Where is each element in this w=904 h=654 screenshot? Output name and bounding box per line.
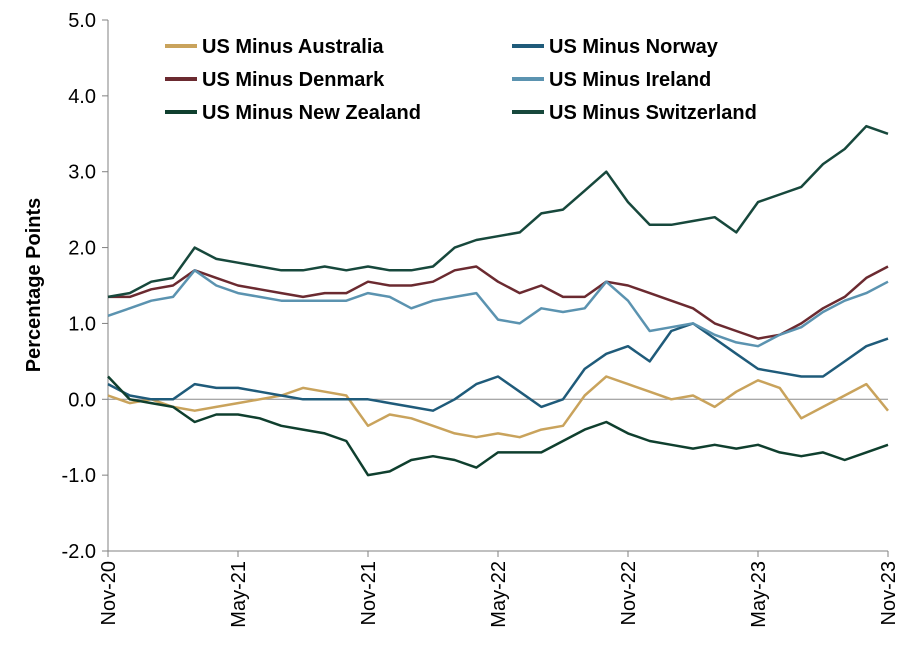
series-line-1 (107, 322, 889, 412)
legend-label: US Minus Ireland (549, 69, 711, 91)
y-tick-label: -2.0 (62, 541, 96, 563)
series-line-2 (108, 265, 889, 340)
x-tick-label: Nov-21 (358, 561, 380, 625)
y-tick-label: 5.0 (68, 10, 96, 32)
y-axis-title: Percentage Points (23, 198, 45, 373)
legend-label: US Minus New Zealand (202, 102, 421, 124)
y-tick-label: 4.0 (68, 86, 96, 108)
legend: US Minus Australia US Minus Denmark US Min… (165, 36, 757, 124)
x-tick-label: Nov-20 (98, 561, 120, 625)
series-line-4 (107, 375, 889, 477)
series-line-0 (107, 375, 889, 439)
x-tick-label: May-22 (488, 561, 510, 628)
y-tick-label: 2.0 (68, 238, 96, 260)
y-tick-label: 1.0 (68, 313, 96, 335)
y-axis: 5.0 4.0 3.0 2.0 1.0 0.0 -1.0 -2.0 (62, 10, 109, 563)
y-tick-label: -1.0 (62, 465, 96, 487)
legend-label: US Minus Denmark (202, 69, 385, 91)
series-line-5 (107, 124, 889, 299)
series-layer (107, 124, 889, 477)
y-tick-label: 0.0 (68, 389, 96, 411)
x-tick-label: May-23 (748, 561, 770, 628)
legend-label: US Minus Switzerland (549, 102, 757, 124)
x-axis: Nov-20 May-21 Nov-21 May-22 Nov-22 May-23 Nov-… (98, 550, 900, 628)
series-line-3 (107, 269, 889, 348)
legend-label: US Minus Australia (202, 36, 384, 58)
legend-label: US Minus Norway (549, 36, 719, 58)
x-tick-label: Nov-22 (618, 561, 640, 625)
x-tick-label: May-21 (228, 561, 250, 628)
y-tick-label: 3.0 (68, 162, 96, 184)
x-tick-label: Nov-23 (878, 561, 900, 625)
